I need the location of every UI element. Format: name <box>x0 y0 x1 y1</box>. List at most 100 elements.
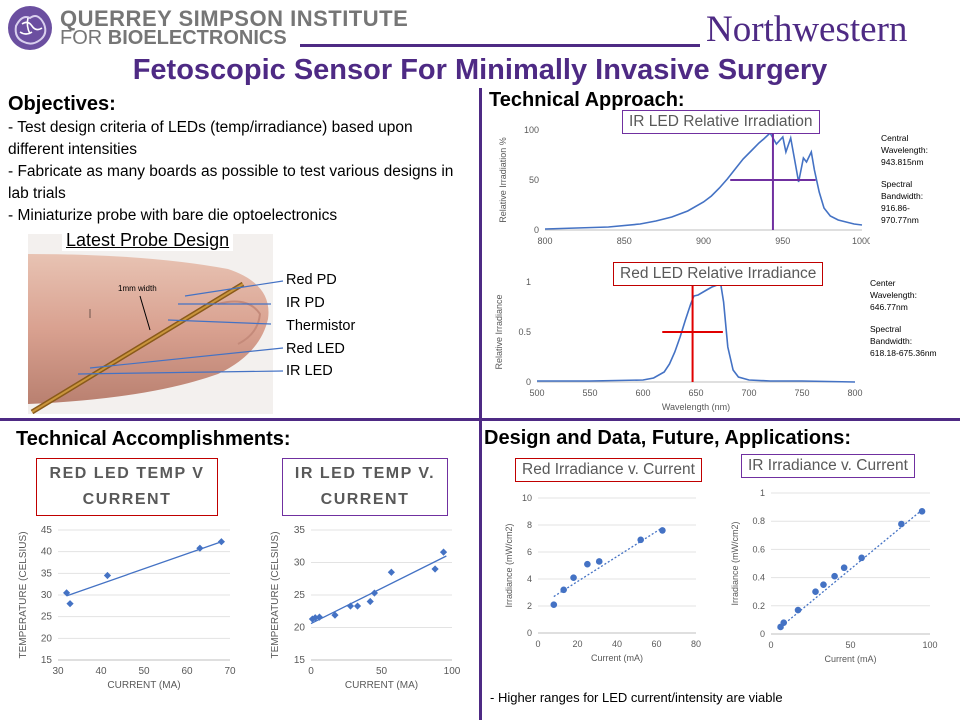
y-tick-label: 0.8 <box>752 516 765 526</box>
vertical-divider <box>479 88 482 720</box>
y-axis-label: Relative Irradiance <box>494 294 504 369</box>
data-point <box>858 554 865 562</box>
x-tick-label: 800 <box>847 388 862 398</box>
probe-label-red-pd: Red PD <box>286 272 337 288</box>
x-tick-label: 700 <box>741 388 756 398</box>
trendline <box>66 541 222 597</box>
data-point <box>103 571 112 580</box>
y-tick-label: 45 <box>41 525 53 536</box>
data-point <box>794 606 802 614</box>
x-tick-label: 80 <box>691 639 701 649</box>
probe-label-thermistor: Thermistor <box>286 318 356 334</box>
x-tick-label: 100 <box>922 640 937 650</box>
y-tick-label: 8 <box>527 520 532 530</box>
institute-subname: FOR BIOELECTRONICS <box>60 27 287 49</box>
red-spectrum-title: Red LED Relative Irradiance <box>613 262 824 286</box>
y-axis-label: TEMPERATURE (CELSIUS) <box>18 531 29 658</box>
x-tick-label: 60 <box>181 666 193 677</box>
ir-irradiance-title: IR Irradiance v. Current <box>741 454 915 478</box>
x-axis-label: Current (mA) <box>591 653 643 663</box>
probe-design-heading: Latest Probe Design <box>62 230 234 251</box>
x-tick-label: 70 <box>224 666 236 677</box>
university-wordmark: Northwestern <box>706 9 908 50</box>
y-tick-label: 6 <box>527 547 532 557</box>
objective-item: - Test design criteria of LEDs (temp/irr… <box>8 119 413 158</box>
x-tick-label: 30 <box>52 666 64 677</box>
x-tick-label: 950 <box>775 236 790 246</box>
y-tick-label: 30 <box>41 590 53 601</box>
data-point <box>366 597 374 606</box>
x-tick-label: 650 <box>688 388 703 398</box>
y-tick-label: 0.5 <box>518 327 531 337</box>
x-tick-label: 800 <box>537 236 552 246</box>
ir-temp-title: IR LED TEMP V. CURRENT <box>282 458 448 516</box>
probe-label-red-led: Red LED <box>286 341 345 357</box>
trendline <box>310 555 447 625</box>
data-point <box>659 527 666 534</box>
y-axis-label: Relative Irradiation % <box>498 137 508 223</box>
y-tick-label: 25 <box>41 612 53 623</box>
y-tick-label: 0 <box>534 225 539 235</box>
y-tick-label: 50 <box>529 175 539 185</box>
y-tick-label: 15 <box>41 655 53 666</box>
data-point <box>346 602 355 610</box>
x-tick-label: 50 <box>845 640 855 650</box>
probe-width-label: 1mm width <box>118 284 157 293</box>
x-tick-label: 1000 <box>852 236 870 246</box>
y-tick-label: 1 <box>760 488 765 498</box>
data-point <box>439 548 448 556</box>
ir-temp-chart: 15 20 25 30 35 0 50 100 TEMPERATURE (CELSIUS) CUR… <box>270 525 461 691</box>
data-point <box>570 574 577 581</box>
objective-item: - Miniaturize probe with bare die optoel… <box>8 207 338 224</box>
y-axis-label: TEMPERATURE (CELSIUS) <box>270 531 281 658</box>
y-axis-label: Irradiance (mW/cm2) <box>730 521 740 605</box>
x-tick-label: 60 <box>651 639 661 649</box>
trendline <box>553 527 663 598</box>
data-point <box>196 544 204 552</box>
x-tick-label: 0 <box>308 666 314 677</box>
y-tick-label: 0.4 <box>752 573 765 583</box>
x-tick-label: 50 <box>138 666 150 677</box>
x-tick-label: 750 <box>794 388 809 398</box>
x-tick-label: 500 <box>529 388 544 398</box>
ir-spectrum-chart: 0 50 100 800 850 900 950 1000 Relative Irradiati… <box>498 125 870 246</box>
data-point <box>637 536 644 544</box>
red-temp-title: RED LED TEMP V CURRENT <box>36 458 218 516</box>
data-point <box>311 614 319 622</box>
red-temp-chart: 15 20 25 30 35 40 45 30 40 50 60 70 TEMPERATURE (CEL… <box>18 525 236 691</box>
x-tick-label: 600 <box>635 388 650 398</box>
x-axis-label: CURRENT (MA) <box>345 680 418 691</box>
accomplishments-heading: Technical Accomplishments: <box>16 428 291 450</box>
data-point <box>820 581 827 588</box>
y-tick-label: 2 <box>527 601 532 611</box>
ir-spectrum-title: IR LED Relative Irradiation <box>622 110 820 134</box>
data-point <box>595 558 603 565</box>
y-tick-label: 0 <box>526 377 531 387</box>
data-point <box>217 538 225 546</box>
x-axis-label: CURRENT (MA) <box>107 680 180 691</box>
y-tick-label: 0.6 <box>752 544 765 554</box>
x-tick-label: 0 <box>535 639 540 649</box>
objectives-heading: Objectives: <box>8 93 116 115</box>
x-tick-label: 50 <box>376 666 388 677</box>
y-tick-label: 35 <box>41 568 53 579</box>
series-line <box>537 280 856 383</box>
y-tick-label: 0 <box>527 628 532 638</box>
data-point <box>840 564 848 572</box>
design-heading: Design and Data, Future, Applications: <box>484 427 852 449</box>
ir-spectrum-note: Central Wavelength: 943.815nm Spectral B… <box>881 133 928 225</box>
horizontal-divider <box>0 418 960 421</box>
red-spectrum-chart: 0 0.5 1 500 550 600 650 700 750 800 Relative Irrad… <box>494 277 863 412</box>
red-spectrum-note: Center Wavelength: 646.77nm Spectral Ban… <box>870 278 937 358</box>
x-tick-label: 900 <box>696 236 711 246</box>
data-point <box>387 568 395 576</box>
y-tick-label: 25 <box>294 590 306 601</box>
probe-label-ir-led: IR LED <box>286 363 333 379</box>
y-tick-label: 0.2 <box>752 601 765 611</box>
probe-photo <box>28 234 273 415</box>
probe-callout-lines <box>77 280 284 375</box>
x-tick-label: 550 <box>582 388 597 398</box>
data-point <box>560 586 567 594</box>
objectives-list: - Test design criteria of LEDs (temp/irr… <box>8 117 470 227</box>
data-point <box>831 572 838 580</box>
